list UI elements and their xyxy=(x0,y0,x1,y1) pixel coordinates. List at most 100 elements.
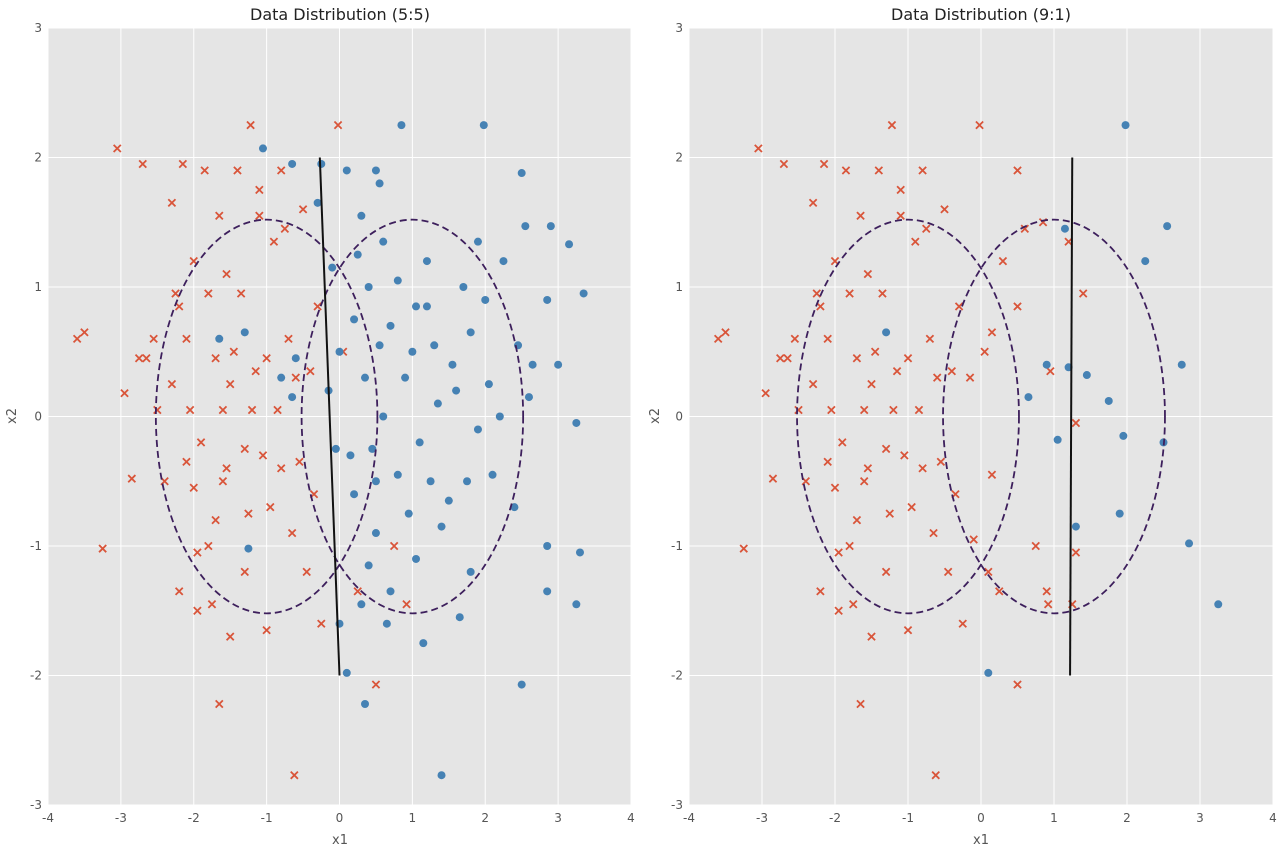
x-marker-point xyxy=(947,366,957,376)
circle-marker-point xyxy=(215,334,224,343)
y-tick-label: -3 xyxy=(30,798,42,812)
x-marker-point xyxy=(134,353,144,363)
x-marker-point xyxy=(914,405,924,415)
y-axis-label: x2 xyxy=(5,408,20,424)
x-marker-point xyxy=(823,334,832,344)
x-marker-point xyxy=(229,347,239,356)
x-tick-label: 4 xyxy=(627,811,635,825)
circle-marker-point xyxy=(1060,224,1069,233)
x-marker-point xyxy=(859,477,869,486)
x-marker-point xyxy=(290,770,299,780)
y-tick-label: 0 xyxy=(34,410,42,424)
circle-marker-point xyxy=(1141,257,1150,266)
circle-marker-point xyxy=(386,321,395,330)
x-marker-point xyxy=(244,509,253,518)
circle-marker-point xyxy=(350,490,359,499)
x-tick-label: -2 xyxy=(829,811,841,825)
circle-marker-point xyxy=(415,438,424,447)
x-marker-point xyxy=(995,587,1004,596)
circle-marker-point xyxy=(412,302,421,311)
circle-marker-point xyxy=(1042,360,1051,369)
x-tick-label: -3 xyxy=(115,811,127,825)
x-marker-point xyxy=(120,388,129,398)
x-marker-point xyxy=(178,159,188,169)
x-marker-point xyxy=(171,289,180,298)
x-marker-point xyxy=(211,353,220,363)
x-marker-point xyxy=(258,451,268,460)
x-marker-point xyxy=(218,477,228,486)
x-marker-point xyxy=(834,548,843,557)
circle-marker-point xyxy=(240,328,249,337)
x-marker-point xyxy=(291,373,301,382)
x-marker-point xyxy=(845,289,854,298)
circle-marker-point xyxy=(412,554,421,563)
x-tick-label: 1 xyxy=(1050,811,1058,825)
subplot-imbalanced: Data Distribution (9:1) x1 x2 -4 -3 -2 -1 0 1… xyxy=(648,5,1277,848)
x-marker-point xyxy=(215,699,224,709)
circle-marker-point xyxy=(375,179,384,188)
circle-marker-point xyxy=(393,470,402,479)
x-marker-point xyxy=(925,334,935,344)
x-marker-point xyxy=(211,515,220,525)
circle-marker-point xyxy=(288,159,297,168)
circle-marker-point xyxy=(401,373,410,382)
circle-marker-point xyxy=(361,373,370,382)
x-marker-point xyxy=(856,699,865,709)
y-tick-label: -2 xyxy=(30,669,42,683)
x-marker-point xyxy=(280,224,290,233)
circle-marker-point xyxy=(430,341,439,350)
x-marker-point xyxy=(852,353,862,363)
y-tick-label: 2 xyxy=(675,151,683,165)
x-marker-point xyxy=(965,373,975,382)
x-marker-point xyxy=(903,625,913,635)
x-marker-point xyxy=(987,470,997,480)
x-marker-point xyxy=(936,457,946,467)
circle-marker-point xyxy=(353,250,362,259)
circle-marker-point xyxy=(572,600,581,609)
x-marker-point xyxy=(262,625,271,635)
x-marker-point xyxy=(852,515,862,525)
x-marker-point xyxy=(266,502,275,512)
x-tick-label: -4 xyxy=(683,811,695,825)
circle-marker-point xyxy=(291,354,300,363)
x-marker-point xyxy=(918,464,927,473)
x-marker-point xyxy=(1071,548,1081,557)
circle-marker-point xyxy=(357,600,366,609)
x-marker-point xyxy=(182,457,191,467)
circle-marker-point xyxy=(1053,435,1062,444)
circle-marker-point xyxy=(1024,393,1033,402)
grid-lines xyxy=(688,27,1274,806)
x-marker-point xyxy=(218,405,228,415)
y-tick-label: -1 xyxy=(671,539,683,553)
circle-marker-point xyxy=(379,412,388,421)
x-axis-label: x1 xyxy=(973,833,989,848)
circle-marker-point xyxy=(419,639,428,648)
x-marker-point xyxy=(984,567,993,577)
x-marker-point xyxy=(874,166,884,175)
circle-marker-point xyxy=(444,496,453,505)
circle-marker-point xyxy=(1185,539,1194,548)
x-marker-point xyxy=(284,334,293,344)
x-marker-point xyxy=(867,379,876,389)
circle-marker-point xyxy=(510,503,519,512)
x-marker-point xyxy=(1020,224,1030,233)
circle-marker-point xyxy=(371,166,380,175)
x-marker-point xyxy=(1031,541,1040,551)
y-tick-label: -1 xyxy=(30,539,42,553)
circle-marker-point xyxy=(575,548,584,557)
circle-marker-point xyxy=(524,393,533,402)
circle-marker-point xyxy=(488,470,497,479)
x-marker-point xyxy=(823,457,832,467)
circle-marker-point xyxy=(364,283,373,291)
x-marker-point xyxy=(333,120,343,130)
x-marker-point xyxy=(887,120,897,130)
x-marker-point xyxy=(881,444,891,454)
x-tick-label: 0 xyxy=(336,811,344,825)
x-marker-point xyxy=(779,159,789,169)
circle-marker-point xyxy=(331,444,340,453)
x-marker-point xyxy=(896,211,905,221)
circle-marker-point xyxy=(357,211,366,220)
x-marker-point xyxy=(841,166,851,175)
x-marker-point xyxy=(768,474,778,483)
x-marker-point xyxy=(80,328,89,337)
